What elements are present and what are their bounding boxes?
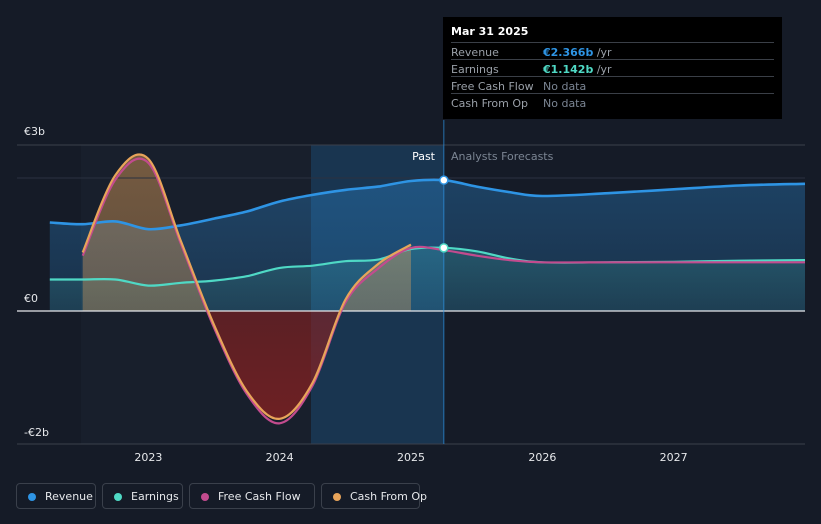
x-tick-label: 2023 xyxy=(134,451,162,464)
tooltip-row-label: Revenue xyxy=(451,46,499,59)
legend-label: Cash From Op xyxy=(350,490,428,503)
legend-dot-icon xyxy=(28,493,36,501)
legend-label: Free Cash Flow xyxy=(218,490,301,503)
earnings-marker xyxy=(439,243,449,253)
tooltip-row-value: €1.142b /yr xyxy=(543,63,612,76)
legend-label: Revenue xyxy=(45,490,93,503)
y-tick-label: -€2b xyxy=(24,426,49,439)
tooltip-row-label: Cash From Op xyxy=(451,97,529,110)
x-tick-label: 2025 xyxy=(397,451,425,464)
legend-item-earnings[interactable]: Earnings xyxy=(102,483,183,509)
past-label: Past xyxy=(412,150,436,163)
tooltip-row-label: Free Cash Flow xyxy=(451,80,534,93)
revenue-marker xyxy=(439,175,449,185)
legend-item-free-cash-flow[interactable]: Free Cash Flow xyxy=(189,483,315,509)
legend-item-revenue[interactable]: Revenue xyxy=(16,483,96,509)
forecast-label: Analysts Forecasts xyxy=(451,150,554,163)
x-tick-label: 2027 xyxy=(660,451,688,464)
x-tick-label: 2026 xyxy=(528,451,556,464)
tooltip-date: Mar 31 2025 xyxy=(451,25,529,38)
tooltip-row-value: €2.366b /yr xyxy=(543,46,612,59)
legend-label: Earnings xyxy=(131,490,179,503)
legend-item-cash-from-op[interactable]: Cash From Op xyxy=(321,483,427,509)
tooltip-row: Cash From Op No data xyxy=(451,93,774,111)
cash-from-op-area-negative xyxy=(82,311,411,419)
tooltip-row-label: Earnings xyxy=(451,63,499,76)
earnings-area xyxy=(49,247,806,311)
tooltip-row: Earnings €1.142b /yr xyxy=(451,59,774,77)
cash-from-op-line xyxy=(81,153,412,420)
x-tick-label: 2024 xyxy=(266,451,294,464)
legend-dot-icon xyxy=(201,493,209,501)
tooltip-row-value: No data xyxy=(543,80,587,93)
tooltip-row-value: No data xyxy=(543,97,587,110)
legend-dot-icon xyxy=(114,493,122,501)
legend-dot-icon xyxy=(333,493,341,501)
y-tick-label: €0 xyxy=(24,292,38,305)
tooltip-row: Revenue €2.366b /yr xyxy=(451,42,774,60)
y-tick-label: €3b xyxy=(24,125,45,138)
tooltip-row: Free Cash Flow No data xyxy=(451,76,774,94)
cash-from-op-area-positive xyxy=(82,154,411,311)
revenue-line xyxy=(49,178,806,231)
tooltip: Mar 31 2025 Revenue €2.366b /yr Earnings €1… xyxy=(443,17,782,119)
